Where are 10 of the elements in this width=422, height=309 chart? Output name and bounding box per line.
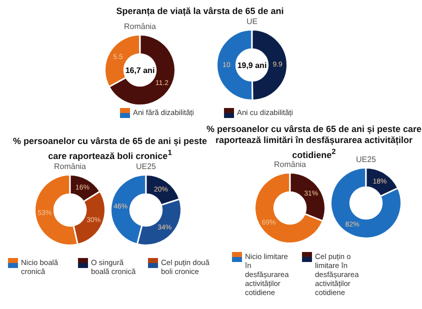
chart-title: % persoanelor cu vârsta de 65 de ani și peste care raportează boli cronice$^{1}$ bbox=[12, 136, 208, 162]
chart-subtitle: UE bbox=[245, 17, 259, 27]
chart-subtitle: România bbox=[52, 162, 87, 172]
text: 19,9 ani bbox=[236, 60, 268, 70]
chart-subtitle: România bbox=[122, 22, 157, 32]
chart-subtitle: România bbox=[272, 160, 307, 170]
chart-title: Speranța de viață la vârsta de 65 de ani bbox=[115, 6, 285, 17]
text: 16,7 ani bbox=[124, 66, 156, 74]
chart-subtitle: UE25 bbox=[356, 155, 376, 164]
chart-subtitle: UE25 bbox=[134, 162, 157, 172]
